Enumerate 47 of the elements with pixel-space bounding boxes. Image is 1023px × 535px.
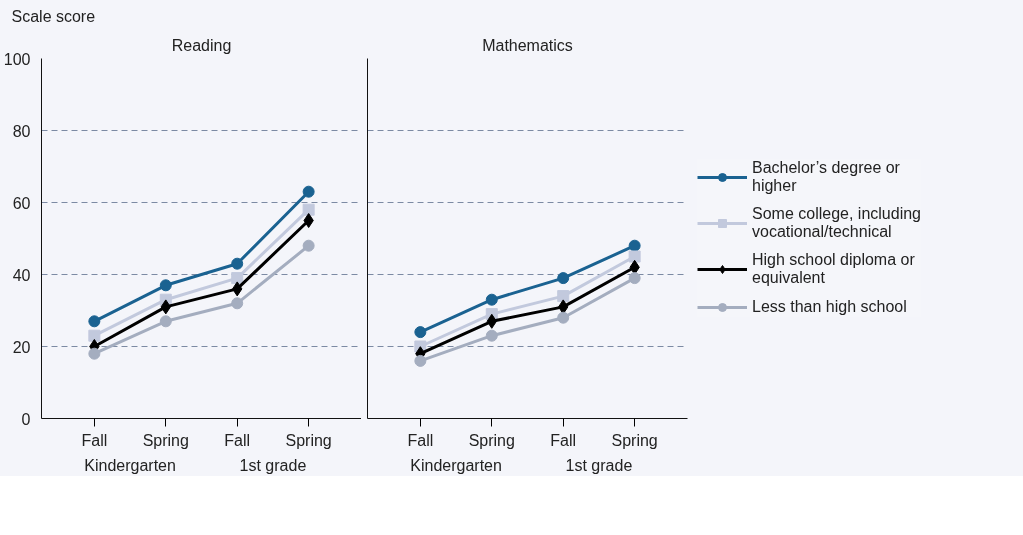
text: 1st grade — [565, 456, 633, 474]
y-tick-label: 20 — [12, 338, 31, 356]
point — [231, 257, 244, 270]
point — [557, 290, 570, 303]
legend-label: Less than high school — [752, 298, 907, 316]
point — [302, 203, 315, 216]
point — [302, 185, 315, 198]
chart-title: Mathematics — [482, 36, 573, 54]
point — [628, 239, 641, 252]
y-tick-label: 0 — [21, 410, 31, 428]
point — [557, 311, 570, 324]
text: Kindergarten — [84, 456, 176, 474]
x-tick-label: Spring — [285, 431, 332, 449]
y-tick-label: 80 — [12, 122, 31, 140]
point — [302, 239, 315, 252]
point — [88, 329, 101, 342]
point — [231, 297, 244, 310]
legend-label: Bachelor’s degree or higher — [752, 159, 900, 195]
x-tick-label: Fall — [407, 431, 434, 449]
point — [88, 315, 101, 328]
text: 1st grade — [239, 456, 307, 474]
point — [628, 272, 641, 285]
x-tick-label: Fall — [550, 431, 577, 449]
x-tick-label: Fall — [81, 431, 108, 449]
y-tick-label: 40 — [12, 266, 31, 284]
x-tick-label: Spring — [142, 431, 189, 449]
point — [159, 315, 172, 328]
point — [159, 279, 172, 292]
x-tick-label: Spring — [611, 431, 658, 449]
point — [485, 293, 498, 306]
legend-label: Some college, including vocational/technical — [752, 205, 921, 241]
text: Kindergarten — [410, 456, 502, 474]
point — [231, 272, 244, 285]
point — [628, 250, 641, 263]
x-tick-label: Fall — [224, 431, 251, 449]
y-axis-title: Scale score — [11, 7, 96, 25]
x-tick-label: Spring — [468, 431, 515, 449]
y-tick-label: 60 — [12, 194, 31, 212]
point — [88, 347, 101, 360]
point — [303, 213, 314, 228]
chart-title: Reading — [171, 36, 232, 54]
y-tick-label: 100 — [3, 50, 31, 68]
point — [414, 354, 427, 367]
point — [557, 272, 570, 285]
legend-label: High school diploma or equivalent — [752, 251, 915, 287]
point — [414, 326, 427, 339]
point — [485, 329, 498, 342]
